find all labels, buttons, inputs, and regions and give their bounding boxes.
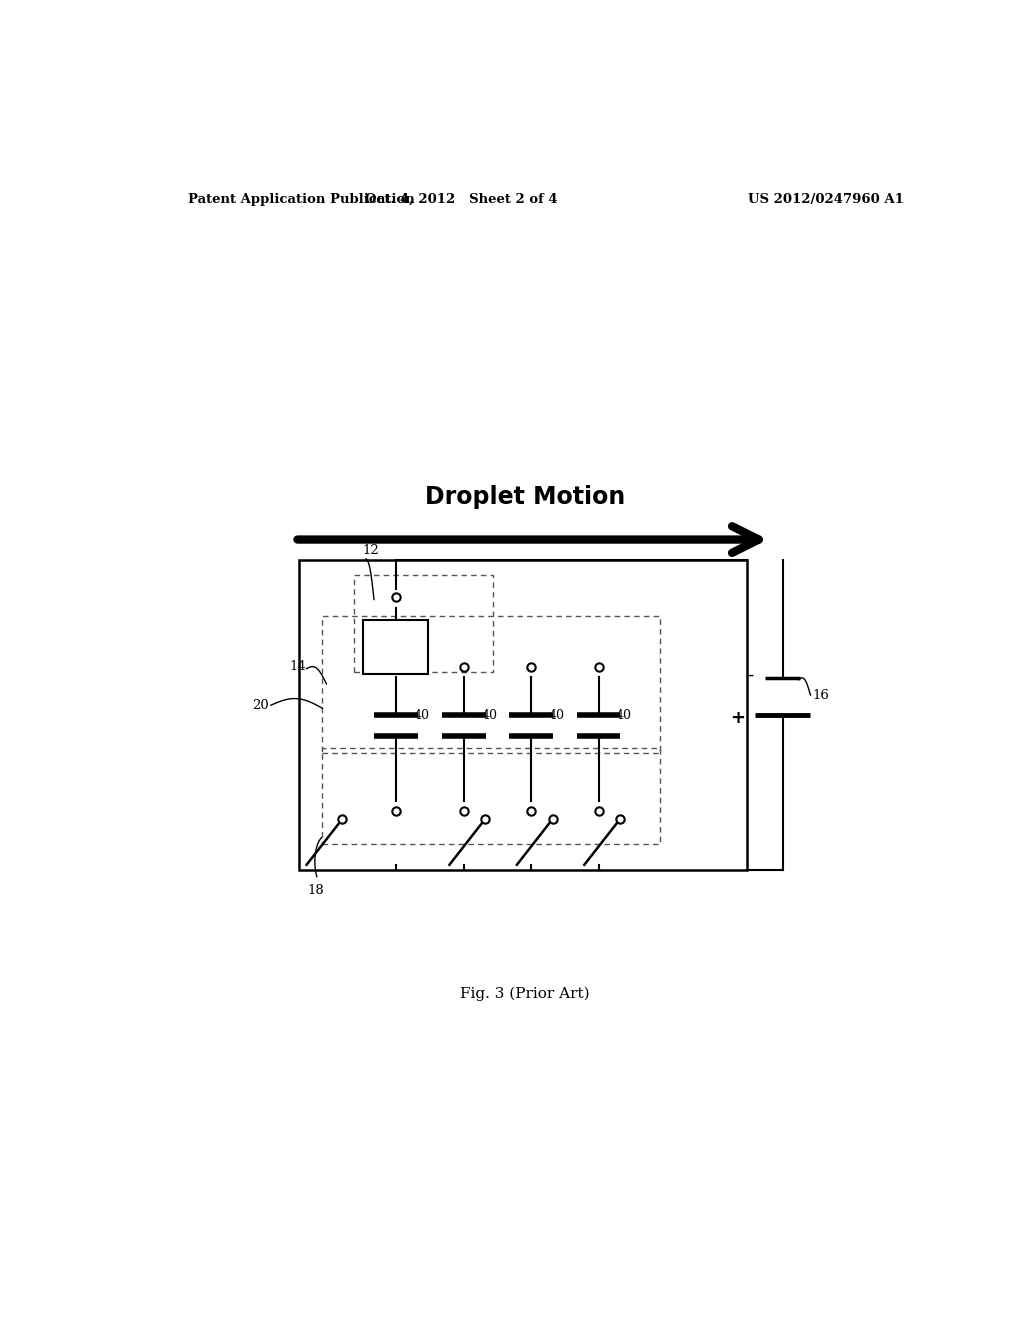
Bar — [323, 748, 659, 845]
Text: US 2012/0247960 A1: US 2012/0247960 A1 — [749, 193, 904, 206]
Bar — [362, 620, 428, 673]
Text: 14: 14 — [290, 660, 306, 673]
Text: 40: 40 — [549, 709, 564, 722]
Text: 40: 40 — [481, 709, 498, 722]
Text: 12: 12 — [362, 544, 380, 557]
Bar — [354, 576, 494, 672]
Text: 40: 40 — [414, 709, 430, 722]
Bar — [299, 560, 748, 870]
Text: Patent Application Publication: Patent Application Publication — [187, 193, 415, 206]
Text: Fig. 3 (Prior Art): Fig. 3 (Prior Art) — [460, 986, 590, 1001]
Text: 40: 40 — [616, 709, 632, 722]
Text: Droplet Motion: Droplet Motion — [425, 484, 625, 510]
Text: 20: 20 — [253, 698, 269, 711]
Text: 16: 16 — [813, 689, 829, 701]
Text: +: + — [730, 709, 745, 727]
Bar — [323, 615, 659, 752]
Text: –: – — [745, 665, 754, 684]
Text: Oct. 4, 2012   Sheet 2 of 4: Oct. 4, 2012 Sheet 2 of 4 — [365, 193, 558, 206]
Text: 18: 18 — [307, 884, 325, 898]
